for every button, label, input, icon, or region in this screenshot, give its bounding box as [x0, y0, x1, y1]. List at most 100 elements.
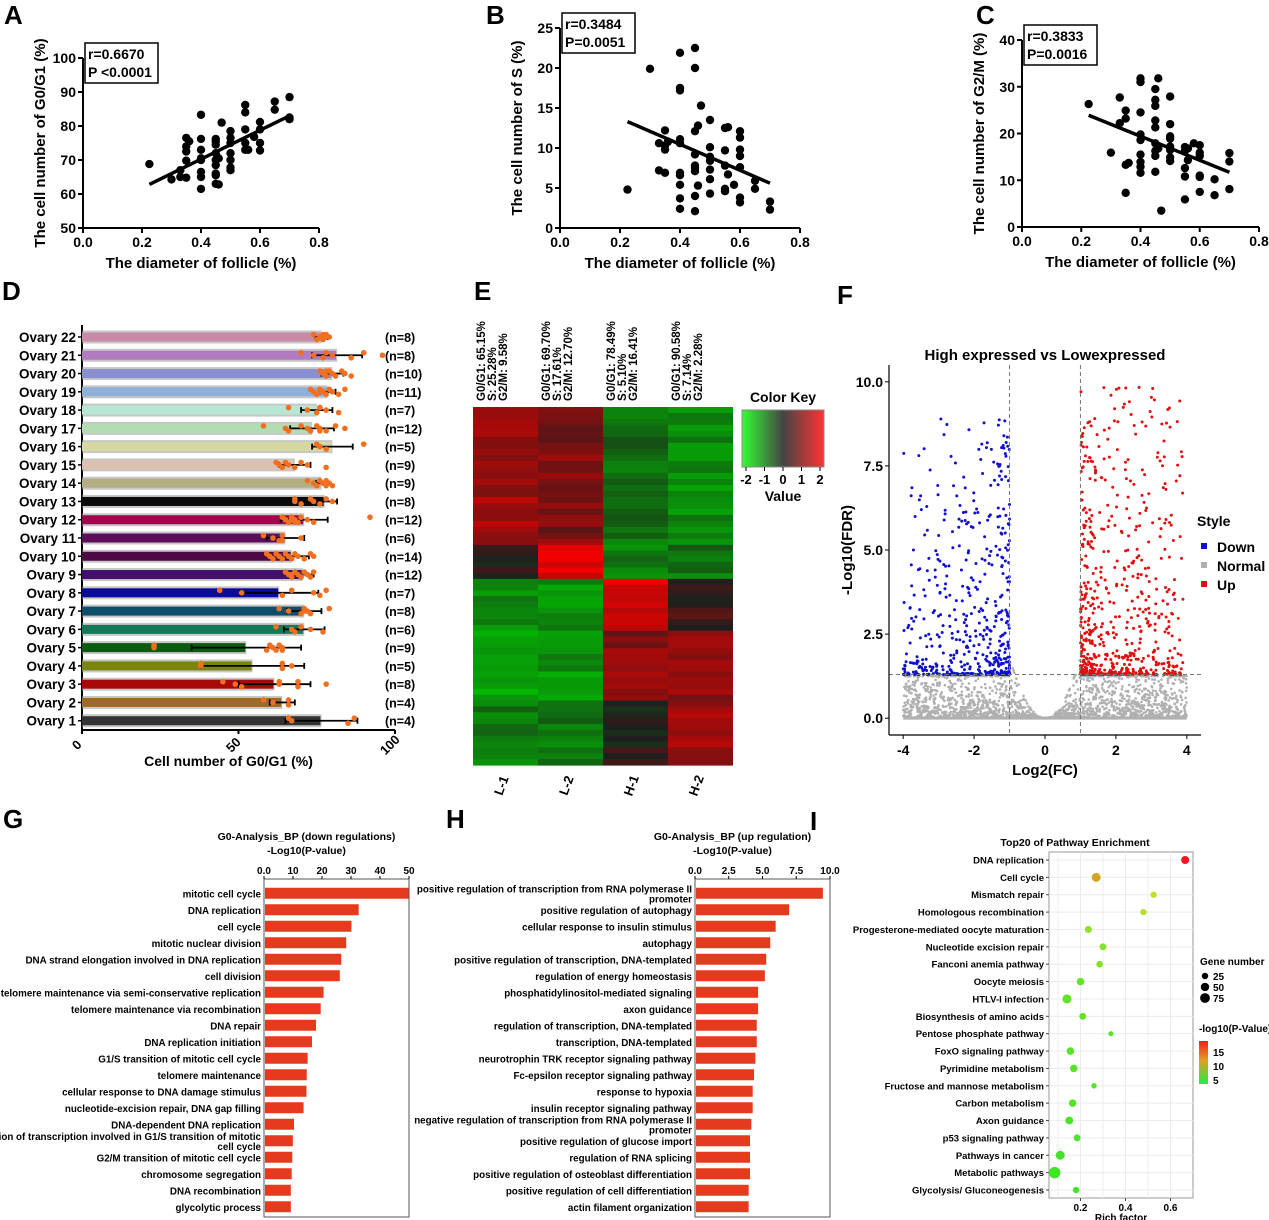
point-normal [984, 711, 987, 715]
point-down [930, 667, 934, 671]
point-down [967, 650, 971, 654]
point-up [1147, 606, 1151, 610]
data-point [1136, 157, 1145, 167]
point-normal [957, 677, 961, 681]
point-down [1005, 576, 1009, 580]
point-up [1112, 636, 1116, 640]
point-normal [920, 712, 923, 715]
point-down [953, 461, 957, 465]
data-point [1151, 167, 1160, 177]
heatmap-cell [538, 478, 603, 486]
point-normal [916, 714, 920, 717]
heatmap-cell [603, 502, 668, 510]
point-normal [969, 706, 973, 710]
point-down [994, 659, 998, 663]
point-normal [961, 682, 964, 686]
point-down [997, 418, 1001, 422]
point-up [1100, 622, 1104, 626]
heatmap-cell [603, 648, 668, 655]
point-normal [1012, 671, 1016, 675]
point-down [994, 614, 998, 618]
heatmap-cell [538, 550, 603, 557]
point-normal [1163, 707, 1166, 710]
heatmap-cell [538, 412, 603, 420]
point-normal [1083, 706, 1086, 709]
point-normal [994, 685, 997, 688]
heatmap-cell [538, 636, 603, 643]
point-down [950, 631, 954, 635]
data-point [329, 498, 336, 505]
point-up [1129, 412, 1133, 416]
point-up [1146, 654, 1150, 658]
point-normal [905, 711, 909, 714]
heatmap-cell [668, 677, 733, 684]
point-down [936, 557, 940, 561]
n-label: (n=7) [385, 404, 415, 418]
point-down [935, 663, 939, 667]
chart-title: G0-Analysis_BP (up regulation) [654, 831, 811, 843]
point-down [974, 629, 978, 633]
data-point [323, 681, 329, 687]
point-down [911, 661, 915, 665]
x-tick-label: 0.6 [1190, 233, 1210, 249]
heatmap-cell [603, 590, 668, 597]
point-normal [956, 714, 960, 717]
point-down [967, 428, 971, 432]
data-point [279, 592, 286, 599]
heatmap-cell [603, 448, 668, 456]
point-normal [937, 708, 941, 711]
point-up [1131, 672, 1135, 676]
point-up [1106, 632, 1110, 636]
point-normal [935, 684, 939, 687]
data-point [241, 108, 250, 117]
point-up [1109, 393, 1113, 397]
heatmap-cell [603, 688, 668, 696]
x-tick-label: 0.6 [250, 234, 270, 250]
point-down [913, 515, 917, 519]
point-down [921, 658, 925, 662]
data-point [145, 159, 154, 169]
heatmap-cell [603, 460, 668, 468]
category-label: DNA-dependent DNA replication [111, 1120, 261, 1131]
point-down [908, 641, 912, 645]
heatmap-cell [538, 648, 603, 655]
point-up [1125, 626, 1129, 630]
point-normal [1114, 686, 1118, 690]
point-normal [1162, 704, 1166, 708]
point-up [1099, 625, 1103, 629]
point-up [1098, 642, 1102, 646]
point-normal [1135, 680, 1138, 684]
point-normal [916, 702, 920, 706]
bubble [1073, 1134, 1081, 1142]
point-up [1124, 477, 1128, 481]
point-up [1087, 632, 1091, 636]
point-normal [940, 711, 944, 714]
data-point [279, 537, 286, 544]
heatmap-cell [538, 596, 603, 603]
point-down [1003, 452, 1007, 456]
point-normal [1178, 689, 1181, 692]
point-down [1006, 465, 1010, 469]
heatmap-cell [603, 407, 668, 414]
point-normal [936, 711, 940, 715]
point-up [1082, 581, 1086, 585]
point-normal [944, 705, 948, 708]
point-down [1001, 572, 1005, 576]
bar [82, 460, 294, 470]
point-down [999, 661, 1003, 665]
point-normal [986, 712, 989, 716]
x-tick-label: 10 [287, 866, 299, 877]
point-up [1164, 487, 1168, 491]
point-normal [1065, 714, 1068, 717]
data-point [348, 373, 354, 379]
point-normal [1173, 691, 1176, 695]
heatmap-cell [473, 424, 538, 432]
point-up [1086, 421, 1090, 425]
point-down [976, 662, 980, 666]
point-normal [1009, 684, 1013, 688]
point-up [1115, 448, 1119, 452]
point-normal [1102, 699, 1106, 703]
heatmap-cell [473, 607, 538, 615]
point-up [1124, 549, 1128, 553]
point-normal [1167, 710, 1171, 714]
